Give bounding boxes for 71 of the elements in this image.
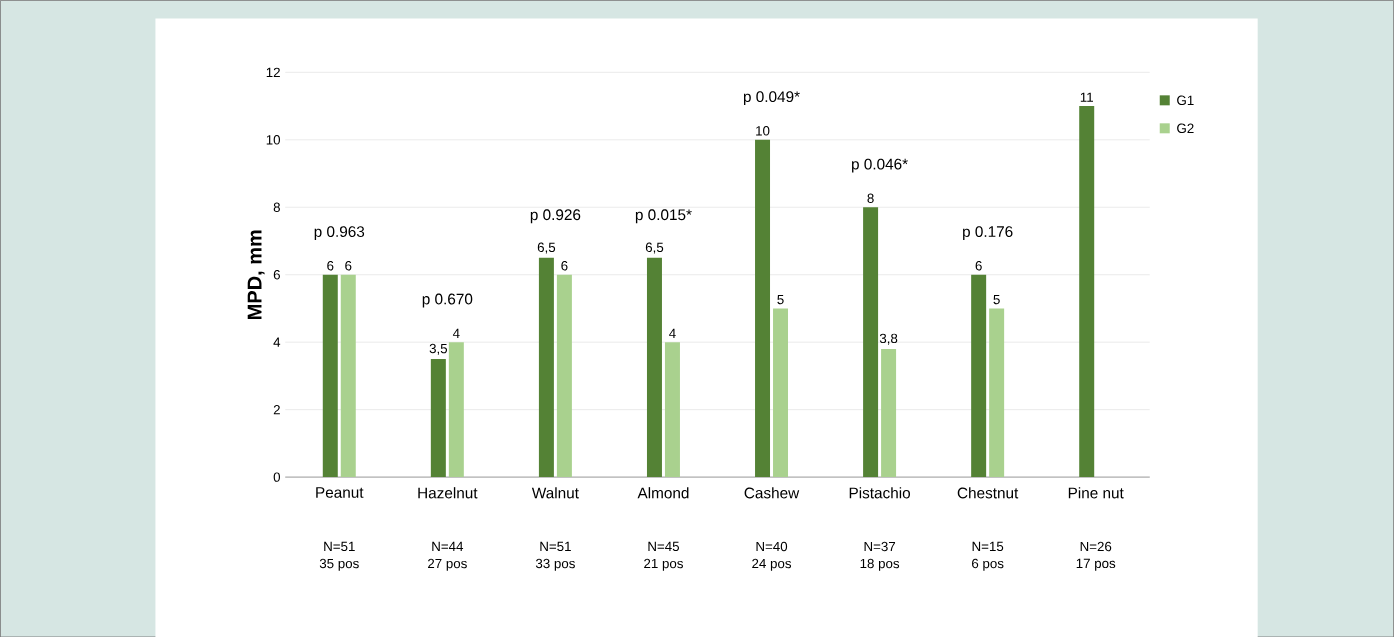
data-label: 5 (993, 294, 1000, 304)
text: N=26 (1080, 541, 1112, 552)
y-tick-label: 10 (266, 134, 281, 145)
y-tick-label: 8 (273, 202, 280, 212)
bar (448, 341, 464, 477)
data-label: 6 (561, 260, 568, 271)
bar (971, 274, 987, 477)
data-label: 8 (867, 193, 874, 203)
bar (322, 274, 338, 477)
data-label: 4 (452, 328, 460, 338)
y-axis-title: MPD, mm (247, 230, 265, 319)
bar (430, 358, 446, 477)
x-tick-label: Almond (637, 486, 689, 499)
text: 24 pos (752, 558, 792, 571)
text: 17 pos (1076, 558, 1116, 571)
annotation: p 0.963 (314, 225, 365, 240)
data-label: 6 (975, 260, 982, 271)
y-tick-label: 12 (266, 67, 280, 77)
annotation: p 0.670 (422, 293, 473, 308)
bar (664, 341, 680, 477)
data-label: 4 (669, 328, 676, 338)
bar (1079, 105, 1095, 477)
data-label: 5 (777, 294, 784, 304)
y-tick-label: 2 (273, 404, 280, 415)
bar (773, 308, 789, 477)
text: 27 pos (428, 558, 467, 571)
data-label: 6,5 (537, 242, 556, 254)
text: N=44 (432, 541, 464, 551)
bar (556, 274, 572, 477)
bar (340, 274, 356, 477)
annotation: p 0.046* (852, 158, 908, 173)
x-tick-label: Hazelnut (418, 486, 478, 499)
text: N=40 (756, 541, 788, 552)
text: 18 pos (860, 558, 900, 571)
bar (863, 207, 879, 477)
text: N=37 (864, 541, 896, 552)
y-tick-label: 4 (273, 337, 281, 347)
data-label: 10 (756, 125, 770, 136)
data-label: 6 (327, 260, 334, 271)
text: 21 pos (644, 558, 683, 571)
annotation: p 0.926 (530, 209, 581, 223)
annotation: p 0.176 (963, 225, 1013, 240)
text: 35 pos (319, 558, 359, 571)
annotation: p 0.015* (635, 209, 692, 223)
text: N=15 (972, 541, 1004, 551)
text: N=51 (324, 541, 355, 551)
x-tick-label: Chestnut (957, 486, 1019, 499)
legend-label: G2 (1177, 123, 1194, 133)
x-tick-label: Peanut (316, 486, 364, 498)
text: N=51 (540, 541, 571, 551)
bar (881, 348, 897, 477)
data-label: 6 (345, 260, 352, 271)
bar (538, 257, 554, 477)
data-label: 6,5 (645, 242, 664, 254)
y-tick-label: 6 (273, 269, 280, 280)
bar (989, 308, 1005, 477)
text: 6 pos (972, 558, 1004, 571)
x-tick-label: Pistachio (849, 486, 911, 499)
x-tick-label: Walnut (531, 486, 579, 499)
bar (646, 257, 662, 477)
data-label: 3,5 (429, 343, 448, 355)
text: N=45 (648, 541, 680, 551)
legend-label: G1 (1177, 95, 1194, 105)
text: 33 pos (535, 558, 575, 571)
annotation: p 0.049* (743, 91, 800, 105)
x-tick-label: Pine nut (1068, 486, 1124, 499)
data-label: 11 (1080, 92, 1093, 102)
data-label: 3,8 (879, 333, 898, 345)
x-tick-label: Cashew (744, 486, 800, 499)
y-tick-label: 0 (273, 472, 281, 482)
bar (755, 139, 771, 477)
